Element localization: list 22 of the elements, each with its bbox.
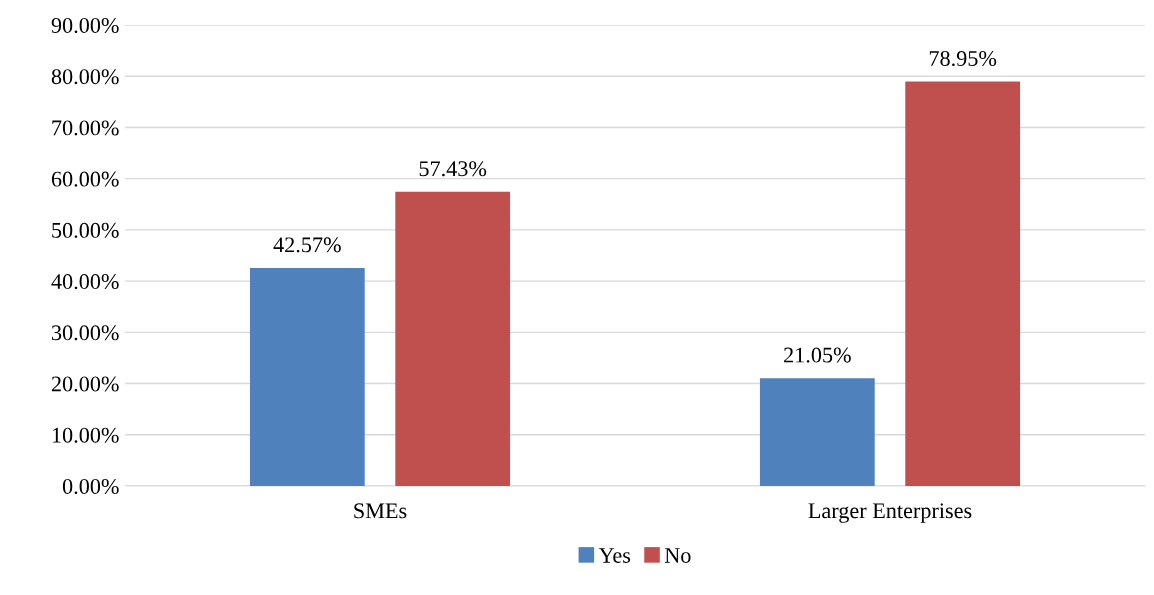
y-tick-label: 10.00% bbox=[52, 427, 119, 443]
bar bbox=[759, 378, 875, 486]
y-tick-label: 0.00% bbox=[62, 478, 119, 495]
data-label: 57.43% bbox=[419, 161, 487, 177]
bar bbox=[249, 267, 365, 486]
y-tick-label: 40.00% bbox=[51, 274, 119, 290]
bar bbox=[905, 81, 1021, 486]
data-label: 21.05% bbox=[784, 347, 851, 363]
data-label: 78.95% bbox=[929, 50, 997, 67]
y-tick-label: 60.00% bbox=[51, 171, 119, 187]
x-tick-label: SMEs bbox=[354, 503, 407, 519]
y-tick-label: 80.00% bbox=[51, 69, 119, 85]
legend-label: Yes bbox=[598, 548, 631, 563]
y-tick-label: 50.00% bbox=[52, 222, 119, 238]
legend-label: No bbox=[664, 548, 691, 563]
y-tick-label: 30.00% bbox=[52, 325, 119, 341]
y-tick-label: 20.00% bbox=[51, 376, 119, 392]
y-tick-label: 70.00% bbox=[52, 120, 119, 136]
data-label: 42.57% bbox=[273, 237, 341, 253]
x-tick-label: Larger Enterprises bbox=[808, 503, 972, 523]
bar bbox=[395, 191, 511, 486]
y-tick-label: 90.00% bbox=[51, 17, 119, 34]
